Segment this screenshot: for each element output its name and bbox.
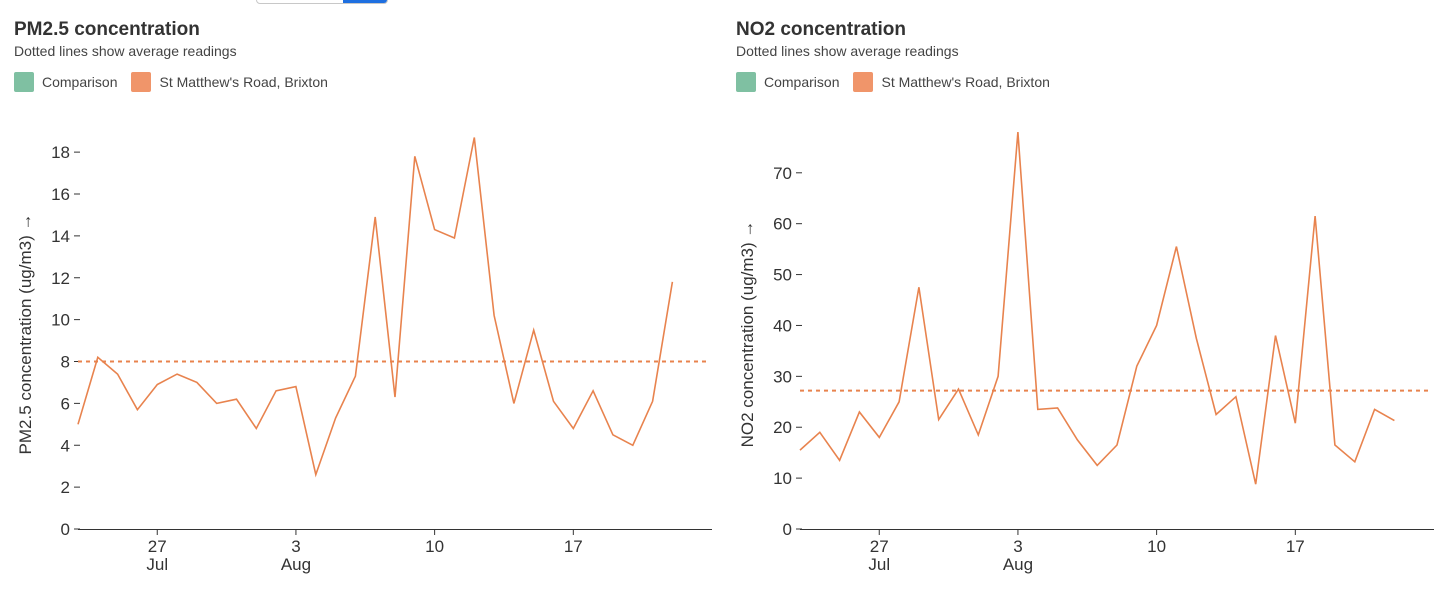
x-tick-label: 17 — [1286, 537, 1305, 556]
y-tick-label: 30 — [773, 367, 792, 386]
chart-legend: Comparison St Matthew's Road, Brixton — [736, 72, 1064, 92]
chart-title: PM2.5 concentration — [14, 19, 200, 40]
x-tick-month-label: Jul — [146, 555, 168, 574]
y-tick-label: 8 — [61, 353, 70, 372]
legend-item-comparison[interactable]: Comparison — [14, 72, 117, 92]
legend-item-comparison[interactable]: Comparison — [736, 72, 839, 92]
y-tick-label: 0 — [61, 520, 70, 539]
y-tick-label: 60 — [773, 215, 792, 234]
y-tick-label: 40 — [773, 316, 792, 335]
x-tick-label: 10 — [1147, 537, 1166, 556]
legend-label-comparison: Comparison — [42, 74, 118, 90]
y-tick-label: 14 — [51, 227, 70, 246]
y-tick-label: 4 — [61, 436, 70, 455]
y-tick-label: 10 — [51, 311, 70, 330]
legend-label-st-matthews-road: St Matthew's Road, Brixton — [881, 74, 1050, 90]
no2-chart: 0 10 20 30 40 50 60 70 NO2 concentration (ug/m3)… — [738, 132, 1434, 574]
legend-label-st-matthews-road: St Matthew's Road, Brixton — [159, 74, 328, 90]
legend-swatch-comparison — [14, 72, 34, 92]
y-tick-label: 2 — [61, 478, 70, 497]
x-tick-label: 3 — [291, 537, 300, 556]
x-tick-month-label: Aug — [281, 555, 311, 574]
y-axis-title: PM2.5 concentration (ug/m3) → — [16, 214, 35, 455]
y-axis-title: NO2 concentration (ug/m3) → — [738, 221, 757, 448]
x-tick-label: 27 — [148, 537, 167, 556]
chart-subtitle: Dotted lines show average readings — [14, 43, 237, 59]
legend-swatch-st-matthews-road — [131, 72, 152, 92]
pm25-chart-panel: PM2.5 concentration Dotted lines show av… — [0, 0, 720, 599]
x-tick-label: 27 — [870, 537, 889, 556]
y-tick-label: 12 — [51, 269, 70, 288]
y-tick-label: 16 — [51, 185, 70, 204]
legend-label-comparison: Comparison — [764, 74, 840, 90]
chart-title: NO2 concentration — [736, 19, 906, 40]
y-tick-label: 50 — [773, 266, 792, 285]
x-tick-label: 10 — [425, 537, 444, 556]
y-tick-label: 0 — [783, 520, 792, 539]
x-tick-month-label: Jul — [868, 555, 890, 574]
legend-item-st-matthews-road[interactable]: St Matthew's Road, Brixton — [131, 72, 328, 92]
y-tick-label: 70 — [773, 164, 792, 183]
legend-item-st-matthews-road[interactable]: St Matthew's Road, Brixton — [853, 72, 1050, 92]
x-tick-label: 17 — [564, 537, 583, 556]
y-tick-label: 20 — [773, 418, 792, 437]
series-line-st-matthews-road — [799, 132, 1395, 485]
y-tick-label: 6 — [61, 394, 70, 413]
x-tick-label: 3 — [1013, 537, 1022, 556]
legend-swatch-comparison — [736, 72, 756, 92]
chart-legend: Comparison St Matthew's Road, Brixton — [14, 72, 342, 92]
pm25-chart: 0 2 4 6 8 10 12 14 16 18 PM2.5 concentration (ug/m… — [16, 137, 712, 574]
x-tick-month-label: Aug — [1003, 555, 1033, 574]
chart-subtitle: Dotted lines show average readings — [736, 43, 959, 59]
y-tick-label: 18 — [51, 143, 70, 162]
no2-chart-panel: NO2 concentration Dotted lines show aver… — [722, 0, 1442, 599]
y-tick-label: 10 — [773, 469, 792, 488]
view-toggle-active[interactable] — [343, 0, 387, 3]
legend-swatch-st-matthews-road — [853, 72, 874, 92]
series-line-st-matthews-road — [77, 137, 674, 478]
